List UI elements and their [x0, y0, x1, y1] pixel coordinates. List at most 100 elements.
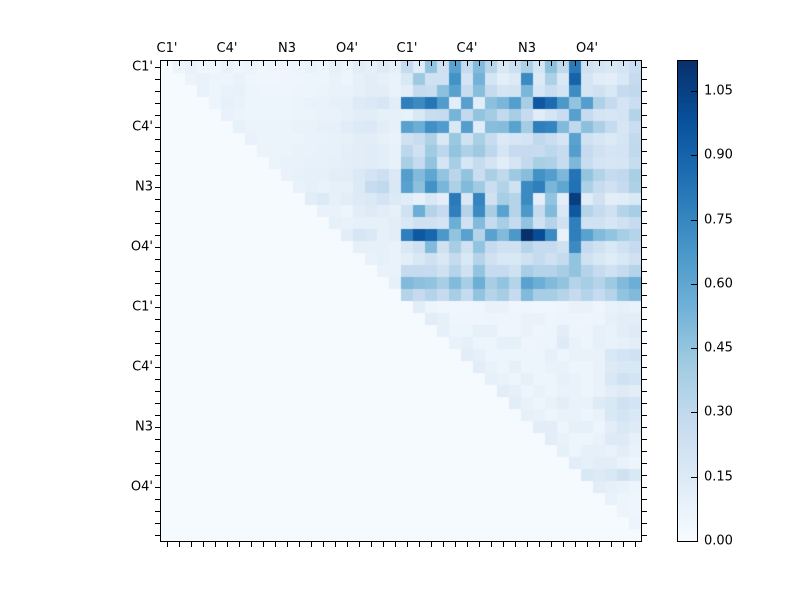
- x-axis-tick: [539, 542, 540, 547]
- colorbar-tick: [691, 220, 697, 221]
- x-axis-tick-label: C4': [456, 41, 478, 56]
- x-axis-tick: [251, 542, 252, 547]
- y-axis-tick: [642, 103, 647, 104]
- x-axis-tick: [359, 542, 360, 547]
- x-axis-tick: [635, 61, 636, 66]
- y-axis-tick: [642, 379, 647, 380]
- y-axis-tick: [642, 427, 647, 428]
- y-axis-tick-label: C1': [132, 299, 153, 315]
- y-axis-tick-label: C4': [132, 119, 153, 135]
- x-axis-tick: [371, 61, 372, 66]
- x-axis-tick: [563, 61, 564, 66]
- y-axis-tick: [155, 67, 160, 68]
- x-axis-tick: [335, 61, 336, 66]
- y-axis-tick: [155, 283, 160, 284]
- heatmap-canvas: [161, 61, 641, 541]
- y-axis-tick: [642, 343, 647, 344]
- x-axis-tick: [419, 542, 420, 547]
- x-axis-tick: [287, 542, 288, 547]
- y-axis-tick: [642, 139, 647, 140]
- y-axis-tick: [642, 211, 647, 212]
- colorbar-tick-label: 0.90: [704, 147, 733, 163]
- y-axis-tick: [155, 211, 160, 212]
- x-axis-tick: [551, 542, 552, 547]
- y-axis-tick: [642, 535, 647, 536]
- x-axis-tick: [443, 542, 444, 547]
- x-axis-tick: [467, 542, 468, 547]
- x-axis-tick: [191, 61, 192, 66]
- y-axis-tick: [642, 259, 647, 260]
- x-axis-tick: [275, 61, 276, 66]
- x-axis-tick: [263, 61, 264, 66]
- x-axis-tick: [395, 61, 396, 66]
- x-axis-tick-label: C4': [216, 41, 238, 56]
- y-axis-tick: [155, 391, 160, 392]
- x-axis-tick: [455, 542, 456, 547]
- x-axis-tick: [611, 61, 612, 66]
- y-axis-tick-label: N3: [135, 179, 153, 195]
- x-axis-tick: [323, 542, 324, 547]
- x-axis-tick: [455, 61, 456, 66]
- x-axis-tick: [635, 542, 636, 547]
- y-axis-tick: [642, 115, 647, 116]
- y-axis-tick: [155, 91, 160, 92]
- x-axis-tick: [503, 61, 504, 66]
- x-axis-tick: [563, 542, 564, 547]
- x-axis-tick: [347, 61, 348, 66]
- x-axis-tick: [179, 542, 180, 547]
- y-axis-tick: [642, 187, 647, 188]
- y-axis-tick: [642, 499, 647, 500]
- y-axis-tick: [155, 259, 160, 260]
- colorbar-tick: [691, 284, 697, 285]
- x-axis-tick-label: C1': [396, 41, 418, 56]
- x-axis-tick: [215, 61, 216, 66]
- colorbar-gradient: [678, 61, 697, 541]
- y-axis-tick: [155, 103, 160, 104]
- colorbar-tick: [691, 91, 697, 92]
- y-axis-tick: [155, 403, 160, 404]
- x-axis-tick: [515, 542, 516, 547]
- y-axis-tick: [155, 139, 160, 140]
- y-axis-tick: [155, 271, 160, 272]
- y-axis-tick: [642, 151, 647, 152]
- x-axis-tick-label: O4': [575, 41, 599, 56]
- colorbar-tick-label: 0.60: [704, 276, 733, 292]
- x-axis-tick: [407, 542, 408, 547]
- x-axis-tick: [443, 61, 444, 66]
- x-axis-tick: [467, 61, 468, 66]
- x-axis-tick: [491, 542, 492, 547]
- y-axis-tick: [642, 295, 647, 296]
- y-axis-tick: [155, 235, 160, 236]
- x-axis-tick: [287, 61, 288, 66]
- x-axis-tick: [203, 542, 204, 547]
- x-axis-tick: [575, 542, 576, 547]
- colorbar-tick-label: 1.05: [704, 83, 733, 99]
- y-axis-tick: [642, 163, 647, 164]
- colorbar-tick: [691, 477, 697, 478]
- y-axis-tick: [155, 343, 160, 344]
- y-axis-tick: [642, 511, 647, 512]
- y-axis-tick: [642, 415, 647, 416]
- y-axis-tick: [155, 247, 160, 248]
- x-axis-tick: [623, 542, 624, 547]
- y-axis-tick: [155, 451, 160, 452]
- x-axis-tick-label: C1': [156, 41, 178, 56]
- x-axis-tick: [299, 61, 300, 66]
- colorbar-tick: [691, 412, 697, 413]
- y-axis-tick: [642, 79, 647, 80]
- y-axis-tick: [642, 283, 647, 284]
- y-axis-tick: [155, 355, 160, 356]
- x-axis-tick: [215, 542, 216, 547]
- x-axis-tick: [599, 61, 600, 66]
- x-axis-tick: [503, 542, 504, 547]
- x-axis-tick: [227, 542, 228, 547]
- x-axis-tick: [479, 542, 480, 547]
- x-axis-tick: [527, 61, 528, 66]
- y-axis-tick-label: O4': [130, 479, 153, 495]
- x-axis-tick: [227, 61, 228, 66]
- y-axis-tick: [642, 127, 647, 128]
- colorbar-tick-label: 0.00: [704, 533, 733, 549]
- x-axis-tick: [191, 542, 192, 547]
- heatmap-plot-area: [160, 60, 642, 542]
